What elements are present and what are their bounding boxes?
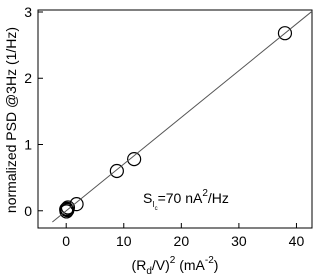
data-point	[127, 151, 142, 167]
y-tick-label: 1	[24, 137, 32, 153]
label-part: S	[143, 190, 152, 206]
fit-line	[52, 10, 313, 223]
x-tick-label: 30	[231, 233, 247, 249]
x-tick-label: 20	[174, 233, 190, 249]
x-tick-label: 40	[289, 233, 305, 249]
y-tick-label: 0	[24, 203, 32, 219]
y-tick-label: 2	[24, 70, 32, 86]
label-part: )	[214, 257, 219, 273]
label-part: 2	[202, 188, 208, 199]
x-axis-label: (Rd/V)2 (mA-2)	[132, 255, 219, 277]
label-part: 2	[170, 255, 176, 266]
annotation: SIc=70 nA2/Hz	[143, 188, 229, 212]
plot-frame	[37, 9, 313, 229]
data-point	[109, 163, 124, 179]
label-part: d	[146, 266, 152, 277]
label-part: c	[155, 206, 158, 212]
label-part: -2	[205, 255, 214, 266]
data-point	[277, 26, 293, 41]
label-part: /V)	[152, 257, 170, 273]
y-axis-label: normalized PSD @3Hz (1/Hz)	[3, 27, 19, 213]
y-tick-label: 3	[24, 4, 32, 20]
data-point	[60, 200, 76, 215]
x-tick-label: 0	[62, 233, 70, 249]
x-tick-label: 10	[116, 233, 132, 249]
label-part: /Hz	[208, 190, 229, 206]
label-part: =70 nA	[158, 190, 203, 206]
label-part: I	[152, 200, 154, 209]
data-point	[59, 202, 74, 217]
label-part: (mA	[175, 257, 205, 273]
label-part: (R	[132, 257, 147, 273]
